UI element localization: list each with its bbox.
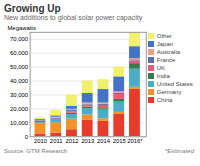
svg-text:60,000: 60,000 <box>10 50 29 56</box>
html-text:United States: United States <box>156 81 193 87</box>
html-text:Growing Up: Growing Up <box>4 3 61 14</box>
html-text:New additions to global solar: New additions to global solar power capa… <box>4 14 143 21</box>
html-text:UK: UK <box>156 65 166 71</box>
svg-text:Megawatts: Megawatts <box>7 25 36 31</box>
html-text:China: China <box>156 97 173 103</box>
html-text:Germany: Germany <box>156 89 182 95</box>
html-text:France: France <box>156 57 176 63</box>
svg-text:2010: 2010 <box>34 138 48 144</box>
html-text:India: India <box>156 73 170 79</box>
html-text:Japan: Japan <box>156 41 174 47</box>
html-text:Other: Other <box>156 33 172 39</box>
svg-text:40,000: 40,000 <box>10 78 29 84</box>
html-text:*Estimated: *Estimated <box>165 148 194 154</box>
svg-text:20,000: 20,000 <box>10 106 29 112</box>
svg-text:2014: 2014 <box>97 138 111 144</box>
svg-text:2015: 2015 <box>113 138 127 144</box>
svg-text:2013: 2013 <box>81 138 95 144</box>
html-text:Source: GTM Research: Source: GTM Research <box>4 148 67 154</box>
svg-text:2011: 2011 <box>50 138 63 144</box>
svg-text:2016*: 2016* <box>127 138 143 144</box>
svg-text:70,000: 70,000 <box>10 36 29 42</box>
svg-text:30,000: 30,000 <box>10 92 29 98</box>
svg-text:2012: 2012 <box>65 138 78 144</box>
svg-text:0: 0 <box>25 134 29 140</box>
html-text:Australia: Australia <box>156 49 181 55</box>
svg-text:10,000: 10,000 <box>10 120 29 126</box>
svg-text:50,000: 50,000 <box>10 64 29 70</box>
